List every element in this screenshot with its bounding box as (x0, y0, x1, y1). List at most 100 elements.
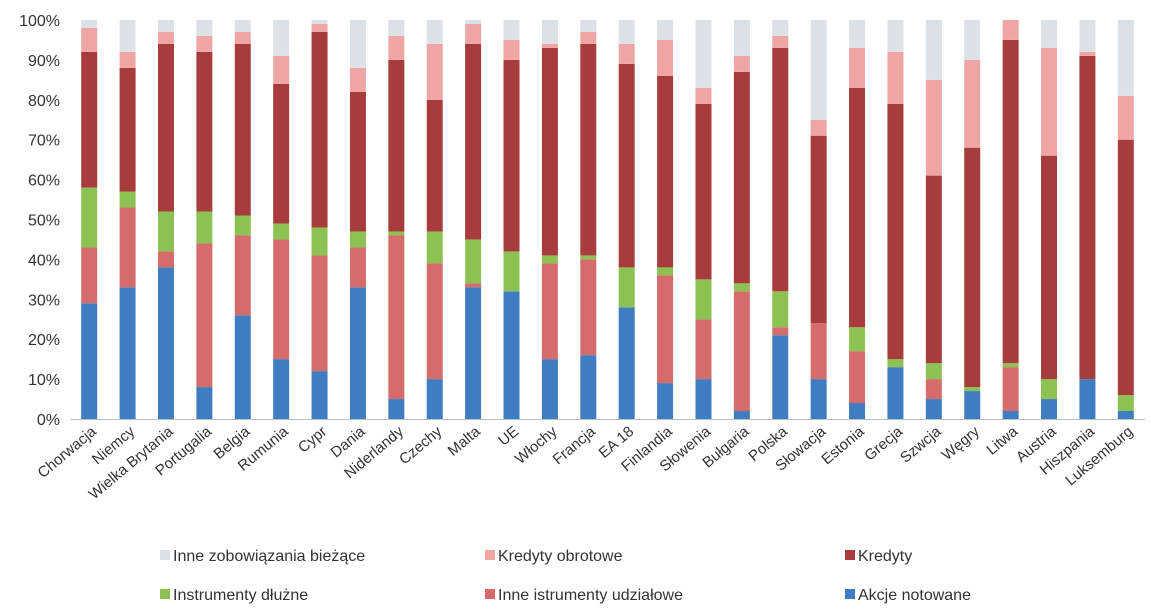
bar-group-czechy (426, 20, 443, 419)
bar-segment-inne-zobowiazania-biezace (849, 20, 866, 48)
legend-label: Inne istrumenty udziałowe (498, 587, 683, 604)
bar-segment-inne-zobowiazania-biezace (157, 20, 174, 32)
bar-segment-kredyty-obrotowe (349, 67, 366, 92)
bar-segment-akcje-notowane (657, 383, 674, 419)
bar-segment-inne-istrumenty-udzialowe (733, 291, 750, 412)
bar-segment-inne-istrumenty-udzialowe (465, 283, 482, 288)
bar-segment-inne-zobowiazania-biezace (119, 20, 136, 52)
bar-segment-inne-istrumenty-udzialowe (273, 239, 290, 360)
bar-group-niemcy (119, 20, 136, 419)
bar-segment-instrumenty-dluzne (849, 327, 866, 352)
bar-segment-inne-istrumenty-udzialowe (196, 243, 213, 388)
y-tick-label: 90% (28, 53, 60, 70)
bar-segment-inne-zobowiazania-biezace (503, 20, 520, 40)
bar-segment-akcje-notowane (1041, 399, 1058, 419)
bar-segment-kredyty-obrotowe (196, 35, 213, 52)
bar-segment-akcje-notowane (541, 359, 558, 419)
bar-segment-kredyty (887, 103, 904, 360)
y-tick-label: 40% (28, 252, 60, 269)
bar-segment-kredyty (618, 63, 635, 268)
bar-segment-kredyty-obrotowe (657, 39, 674, 76)
bar-segment-kredyty-obrotowe (733, 55, 750, 72)
bar-segment-kredyty-obrotowe (849, 47, 866, 88)
bar-segment-instrumenty-dluzne (503, 251, 520, 292)
bar-group-portugalia (196, 20, 213, 419)
bar-segment-akcje-notowane (1002, 411, 1019, 419)
bar-segment-kredyty-obrotowe (1041, 47, 1058, 156)
y-axis: 0% 10% 20% 30% 40% 50% 60% 70% 80% 90% 100% (19, 13, 60, 429)
bar-segment-inne-istrumenty-udzialowe (119, 207, 136, 288)
bar-segment-inne-zobowiazania-biezace (311, 20, 328, 24)
bar-segment-instrumenty-dluzne (657, 267, 674, 276)
bar-group-slowacja (810, 20, 827, 419)
bar-segment-inne-zobowiazania-biezace (349, 20, 366, 68)
bar-segment-kredyty (1079, 55, 1096, 380)
bar-group-wegry (964, 20, 981, 419)
bar-segment-kredyty-obrotowe (810, 119, 827, 136)
bar-segment-kredyty (695, 103, 712, 280)
bar-segment-akcje-notowane (1117, 411, 1134, 419)
x-tick-label: Malta (445, 423, 485, 460)
bar-segment-inne-istrumenty-udzialowe (1002, 367, 1019, 412)
legend-item-kredyty: Kredyty (845, 548, 912, 565)
bar-segment-instrumenty-dluzne (157, 211, 174, 252)
bar-segment-kredyty (426, 99, 443, 232)
bar-group-chorwacja (81, 20, 98, 419)
bar-segment-akcje-notowane (349, 287, 366, 419)
bar-segment-kredyty-obrotowe (81, 27, 98, 52)
bar-group-bulgaria (733, 20, 750, 419)
bar-segment-kredyty (196, 51, 213, 212)
legend-swatch (845, 550, 855, 560)
bar-group-polska (772, 20, 789, 419)
legend-label: Kredyty obrotowe (498, 548, 623, 565)
bar-segment-akcje-notowane (426, 379, 443, 419)
bar-segment-akcje-notowane (810, 379, 827, 419)
bar-group-ea-18 (618, 20, 635, 419)
bar-group-finlandia (657, 20, 674, 419)
bar-segment-inne-istrumenty-udzialowe (657, 275, 674, 384)
bar-segment-akcje-notowane (234, 315, 251, 419)
bar-group-cypr (311, 20, 328, 419)
bar-segment-kredyty (925, 175, 942, 364)
bar-segment-inne-istrumenty-udzialowe (157, 251, 174, 268)
bar-segment-inne-zobowiazania-biezace (1117, 20, 1134, 96)
bar-segment-instrumenty-dluzne (887, 359, 904, 368)
bar-segment-inne-zobowiazania-biezace (618, 20, 635, 44)
bar-segment-akcje-notowane (311, 371, 328, 419)
legend-swatch (485, 589, 495, 599)
bar-segment-instrumenty-dluzne (733, 283, 750, 292)
legend-item-akcje-notowane: Akcje notowane (845, 587, 971, 604)
bar-segment-inne-zobowiazania-biezace (465, 20, 482, 24)
bar-segment-inne-zobowiazania-biezace (1079, 20, 1096, 52)
legend: Inne zobowiązania bieżące Kredyty obrotow… (160, 548, 971, 604)
bar-segment-kredyty (311, 31, 328, 228)
bar-segment-instrumenty-dluzne (925, 363, 942, 380)
bar-group-belgia (234, 20, 251, 419)
bar-segment-inne-zobowiazania-biezace (733, 20, 750, 56)
bar-segment-akcje-notowane (887, 367, 904, 419)
bar-segment-instrumenty-dluzne (349, 231, 366, 248)
bar-segment-inne-zobowiazania-biezace (388, 20, 405, 36)
bar-segment-inne-istrumenty-udzialowe (810, 323, 827, 380)
y-tick-label: 0% (37, 412, 60, 429)
legend-label: Instrumenty dłużne (173, 587, 308, 604)
bar-segment-kredyty (541, 47, 558, 256)
y-tick-label: 60% (28, 173, 60, 190)
bar-group-luksemburg (1117, 20, 1134, 419)
bar-segment-inne-zobowiazania-biezace (810, 20, 827, 120)
bar-group-rumunia (273, 20, 290, 419)
bar-group-slowenia (695, 20, 712, 419)
x-tick-label: Cypr (295, 423, 330, 456)
bar-segment-akcje-notowane (964, 391, 981, 419)
bar-segment-akcje-notowane (119, 287, 136, 419)
bar-segment-instrumenty-dluzne (1117, 395, 1134, 412)
bar-segment-inne-zobowiazania-biezace (925, 20, 942, 80)
bar-segment-instrumenty-dluzne (234, 215, 251, 236)
bar-segment-kredyty (849, 87, 866, 328)
bar-segment-inne-istrumenty-udzialowe (541, 263, 558, 360)
bar-segment-instrumenty-dluzne (1002, 363, 1019, 368)
bar-segment-kredyty (503, 59, 520, 252)
bar-segment-instrumenty-dluzne (1041, 379, 1058, 400)
x-tick-label: Węgry (939, 423, 984, 464)
